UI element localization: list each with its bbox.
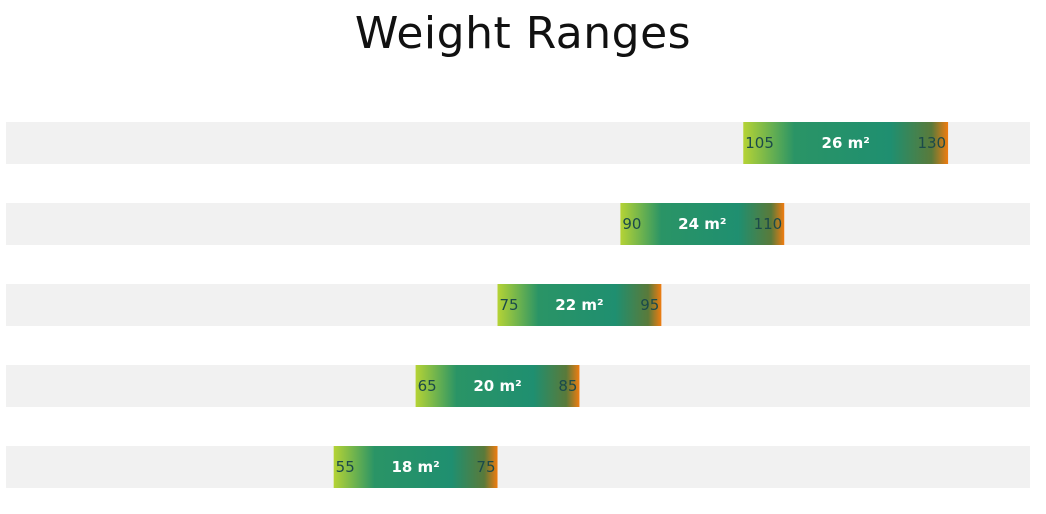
range-category-label: 24 m² xyxy=(678,215,726,233)
range-end-label: 75 xyxy=(476,458,495,476)
range-row: 75 22 m² 95 xyxy=(6,284,1030,326)
range-category-label: 18 m² xyxy=(391,458,439,476)
range-start-label: 90 xyxy=(622,215,641,233)
range-end-label: 110 xyxy=(754,215,783,233)
row-track xyxy=(6,203,1030,245)
range-bar xyxy=(333,446,498,488)
range-start-label: 75 xyxy=(500,296,519,314)
range-bar xyxy=(743,122,949,164)
range-row: 105 26 m² 130 xyxy=(6,122,1030,164)
range-category-label: 26 m² xyxy=(822,134,870,152)
range-end-label: 85 xyxy=(558,377,577,395)
range-row: 55 18 m² 75 xyxy=(6,446,1030,488)
range-end-label: 130 xyxy=(917,134,946,152)
range-row: 90 24 m² 110 xyxy=(6,203,1030,245)
range-bar xyxy=(620,203,785,245)
range-row: 65 20 m² 85 xyxy=(6,365,1030,407)
range-start-label: 55 xyxy=(336,458,355,476)
range-start-label: 105 xyxy=(745,134,774,152)
range-category-label: 20 m² xyxy=(473,377,521,395)
range-bar xyxy=(415,365,580,407)
range-category-label: 22 m² xyxy=(555,296,603,314)
row-track xyxy=(6,446,1030,488)
range-end-label: 95 xyxy=(640,296,659,314)
chart-title: Weight Ranges xyxy=(354,8,692,59)
range-start-label: 65 xyxy=(418,377,437,395)
range-bar xyxy=(497,284,662,326)
